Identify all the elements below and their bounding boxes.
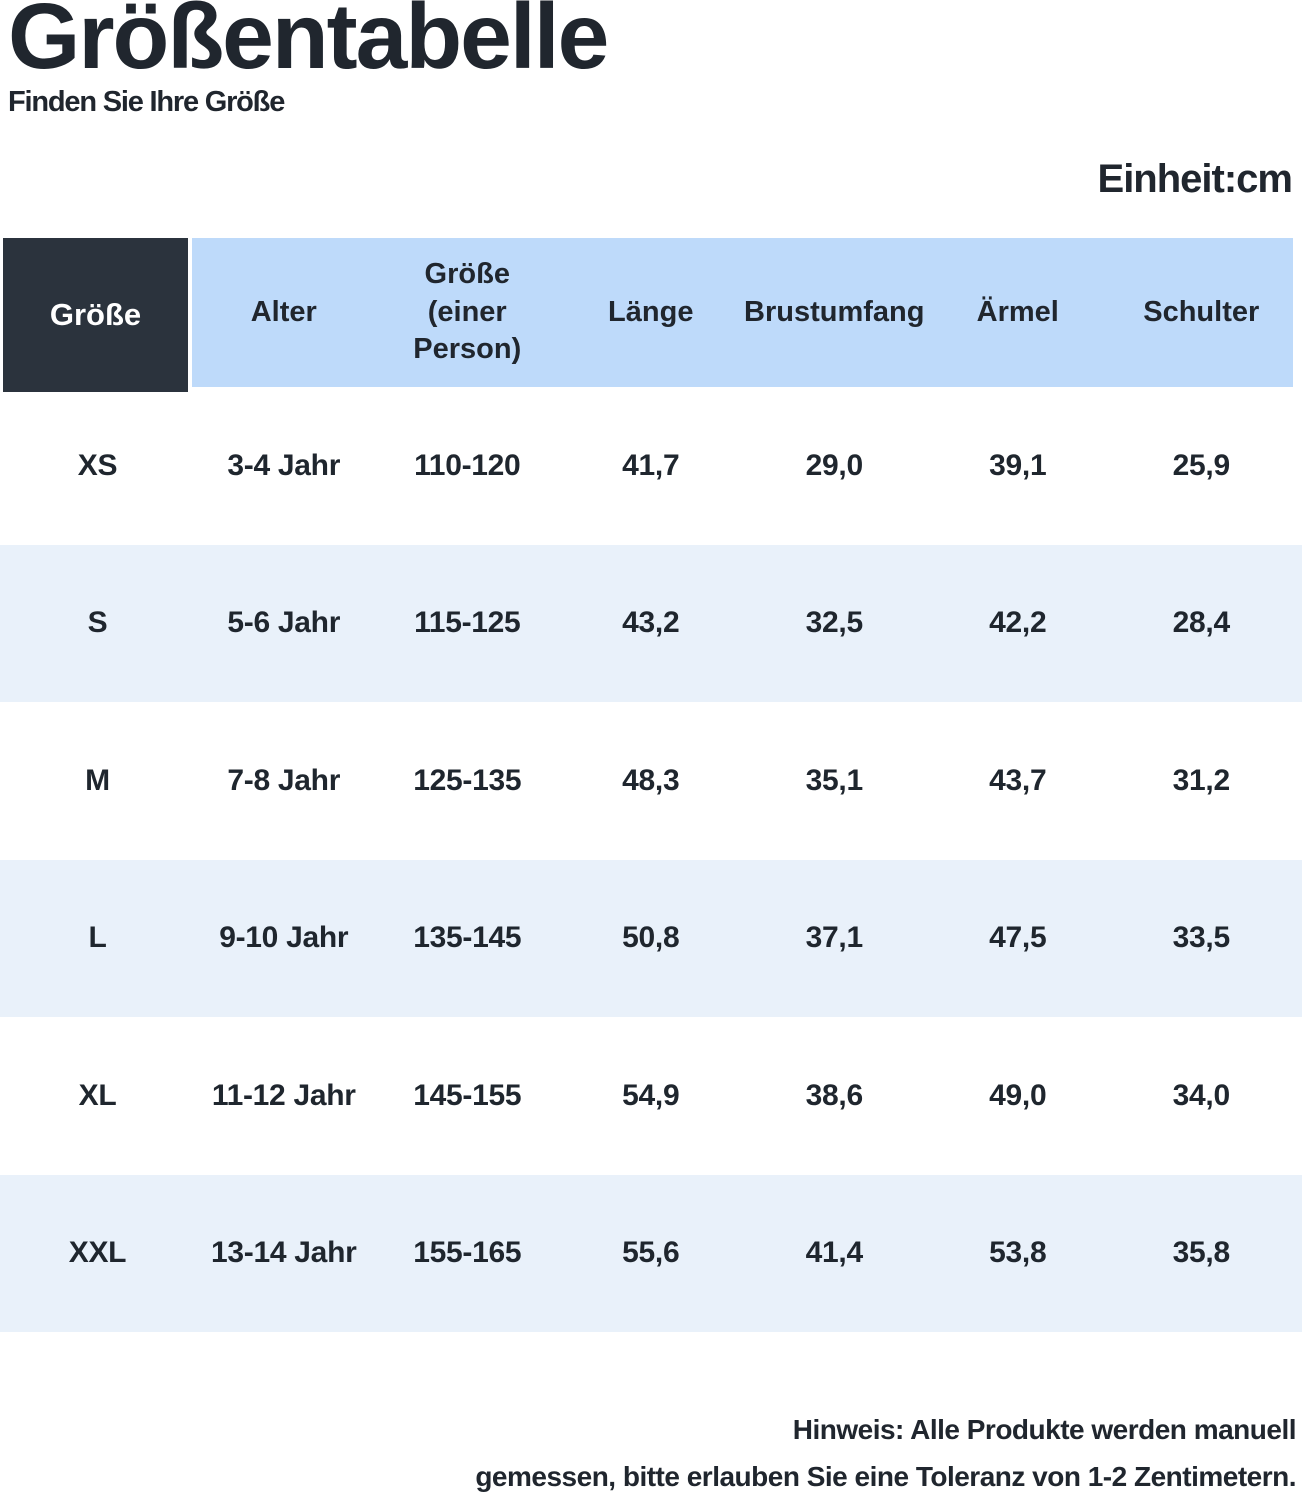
cell-alter: 3-4 Jahr	[227, 448, 341, 482]
cell-size: XL	[78, 1078, 117, 1112]
cell-groesse-person: 155-165	[413, 1236, 522, 1270]
cell-aermel: 53,8	[989, 1236, 1047, 1270]
cell-laenge: 41,7	[622, 448, 680, 482]
table-row-xl: XL 11-12 Jahr 145-155 54,9 38,6 49,0 34,…	[0, 1017, 1302, 1175]
size-table: Größe Alter Größe (einer Person) Länge B…	[0, 238, 1302, 1332]
cell-groesse-person: 125-135	[413, 763, 522, 797]
cell-brustumfang: 37,1	[805, 921, 864, 955]
table-row-xxl: XXL 13-14 Jahr 155-165 55,6 41,4 53,8 35…	[0, 1174, 1302, 1332]
cell-schulter: 33,5	[1172, 921, 1231, 955]
cell-size: XS	[77, 448, 118, 482]
page-title: Größentabelle	[8, 0, 609, 88]
cell-size: S	[87, 606, 108, 640]
table-row-s: S 5-6 Jahr 115-125 43,2 32,5 42,2 28,4	[0, 544, 1302, 702]
cell-laenge: 48,3	[622, 763, 680, 797]
table-row-xs: XS 3-4 Jahr 110-120 41,7 29,0 39,1 25,9	[0, 387, 1302, 545]
cell-alter: 7-8 Jahr	[227, 763, 341, 797]
header-cell-schulter: Schulter	[1143, 295, 1260, 328]
header-cell-groesse: Größe	[3, 238, 188, 392]
cell-schulter: 35,8	[1172, 1236, 1231, 1270]
cell-laenge: 55,6	[622, 1236, 680, 1270]
table-header-row: Größe Alter Größe (einer Person) Länge B…	[0, 238, 1302, 392]
cell-groesse-person: 135-145	[413, 921, 522, 955]
page-subtitle: Finden Sie Ihre Größe	[8, 86, 285, 118]
note-line-2: gemessen, bitte erlauben Sie eine Tolera…	[475, 1461, 1296, 1492]
cell-schulter: 34,0	[1172, 1078, 1231, 1112]
cell-alter: 11-12 Jahr	[211, 1078, 356, 1112]
header-cell-groesse-person: Größe (einer Person)	[413, 257, 522, 366]
header-cell-brustumfang: Brustumfang	[744, 295, 925, 328]
header-cell-laenge: Länge	[608, 295, 694, 328]
measurement-note: Hinweis: Alle Produkte werden manuell ge…	[475, 1406, 1296, 1500]
cell-brustumfang: 29,0	[805, 448, 864, 482]
unit-label: Einheit:cm	[1097, 157, 1293, 201]
table-header-columns: Alter Größe (einer Person) Länge Brustum…	[192, 238, 1293, 387]
cell-aermel: 49,0	[989, 1078, 1047, 1112]
cell-size: M	[85, 763, 110, 797]
cell-laenge: 43,2	[622, 606, 680, 640]
cell-alter: 13-14 Jahr	[211, 1236, 357, 1270]
header-cell-alter: Alter	[250, 295, 317, 328]
cell-aermel: 39,1	[989, 448, 1047, 482]
cell-laenge: 54,9	[622, 1078, 680, 1112]
header-cell-aermel: Ärmel	[976, 295, 1059, 328]
cell-groesse-person: 110-120	[414, 448, 521, 482]
cell-brustumfang: 35,1	[805, 763, 864, 797]
table-row-l: L 9-10 Jahr 135-145 50,8 37,1 47,5 33,5	[0, 859, 1302, 1017]
cell-brustumfang: 41,4	[805, 1236, 864, 1270]
table-row-m: M 7-8 Jahr 125-135 48,3 35,1 43,7 31,2	[0, 702, 1302, 860]
cell-aermel: 43,7	[989, 763, 1047, 797]
cell-schulter: 25,9	[1172, 448, 1231, 482]
note-line-1: Hinweis: Alle Produkte werden manuell	[792, 1414, 1297, 1445]
cell-size: XXL	[68, 1236, 127, 1270]
cell-laenge: 50,8	[622, 921, 680, 955]
cell-schulter: 28,4	[1172, 606, 1231, 640]
cell-alter: 5-6 Jahr	[227, 606, 341, 640]
cell-aermel: 42,2	[989, 606, 1047, 640]
cell-groesse-person: 145-155	[413, 1078, 522, 1112]
cell-aermel: 47,5	[989, 921, 1047, 955]
cell-brustumfang: 32,5	[805, 606, 864, 640]
cell-schulter: 31,2	[1172, 763, 1231, 797]
cell-brustumfang: 38,6	[805, 1078, 864, 1112]
cell-alter: 9-10 Jahr	[219, 921, 349, 955]
cell-groesse-person: 115-125	[414, 606, 521, 640]
cell-size: L	[88, 921, 107, 955]
